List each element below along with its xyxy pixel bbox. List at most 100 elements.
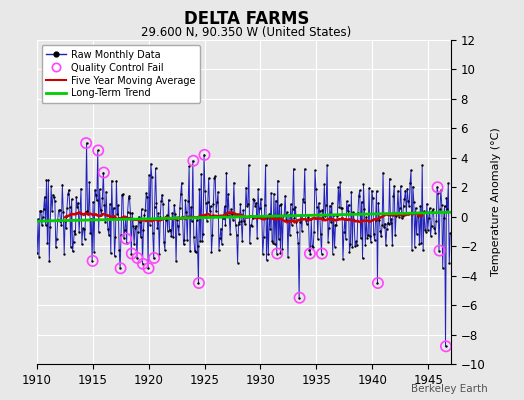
Point: [385, 221, 393, 227]
Point: [162, 212, 171, 218]
Point: [309, 244, 318, 250]
Point: [251, 203, 259, 210]
Point: [60, 250, 68, 257]
Point: [180, 236, 189, 243]
Point: [62, 225, 70, 231]
Point: [361, 241, 369, 248]
Point: [244, 201, 252, 207]
Point: [303, 216, 312, 222]
Point: [343, 208, 352, 215]
Point: [258, 214, 266, 221]
Point: [385, 175, 394, 182]
Point: [394, 188, 402, 194]
Point: [323, 162, 331, 168]
Point: [419, 247, 428, 253]
Point: [122, 236, 130, 242]
Point: [198, 238, 206, 244]
Point: [324, 238, 332, 245]
Point: [133, 255, 141, 261]
Point: [286, 232, 294, 238]
Point: [213, 199, 221, 206]
Point: [48, 208, 56, 214]
Point: [266, 226, 275, 232]
Point: [36, 208, 44, 214]
Point: [401, 187, 410, 194]
Point: [429, 206, 438, 212]
Point: [260, 202, 269, 208]
Point: [123, 240, 131, 246]
Point: [242, 184, 250, 191]
Point: [333, 213, 342, 219]
Point: [153, 224, 161, 231]
Legend: Raw Monthly Data, Quality Control Fail, Five Year Moving Average, Long-Term Tren: Raw Monthly Data, Quality Control Fail, …: [41, 45, 200, 103]
Point: [64, 191, 72, 198]
Point: [129, 222, 137, 229]
Point: [341, 216, 349, 222]
Point: [291, 204, 300, 210]
Point: [399, 202, 408, 209]
Point: [152, 200, 161, 206]
Point: [304, 214, 313, 220]
Point: [346, 241, 355, 248]
Point: [328, 200, 336, 206]
Point: [149, 255, 158, 261]
Point: [165, 196, 173, 203]
Point: [302, 221, 311, 227]
Point: [58, 182, 67, 188]
Point: [137, 206, 146, 212]
Point: [127, 250, 136, 257]
Point: [431, 230, 440, 236]
Point: [443, 206, 452, 213]
Point: [82, 140, 90, 146]
Point: [118, 192, 126, 198]
Point: [245, 162, 253, 168]
Point: [305, 247, 313, 253]
Point: [240, 218, 248, 224]
Point: [330, 244, 339, 250]
Point: [53, 217, 62, 224]
Point: [278, 246, 287, 252]
Point: [389, 193, 398, 200]
Point: [215, 246, 223, 253]
Point: [326, 219, 335, 226]
Point: [209, 201, 217, 208]
Point: [329, 250, 337, 257]
Point: [81, 236, 89, 242]
Point: [189, 158, 198, 164]
Point: [46, 224, 54, 230]
Point: [73, 204, 81, 210]
Point: [111, 253, 119, 259]
Point: [374, 280, 382, 286]
Point: [83, 208, 92, 214]
Point: [72, 194, 81, 200]
Point: [69, 248, 77, 255]
Point: [183, 237, 191, 243]
Point: [38, 222, 46, 228]
Point: [318, 206, 326, 213]
Point: [147, 161, 155, 167]
Point: [420, 208, 428, 214]
Point: [199, 231, 208, 237]
Point: [156, 214, 165, 220]
Point: [440, 215, 448, 221]
Point: [51, 244, 60, 250]
Point: [248, 215, 257, 221]
Point: [313, 204, 321, 210]
Point: [265, 211, 274, 217]
Point: [239, 207, 247, 214]
Point: [427, 232, 435, 239]
Point: [421, 226, 429, 233]
Point: [80, 226, 88, 232]
Point: [381, 242, 390, 248]
Point: [154, 210, 162, 216]
Point: [111, 234, 119, 240]
Point: [71, 231, 80, 238]
Point: [408, 247, 416, 254]
Point: [40, 194, 49, 200]
Point: [370, 237, 379, 244]
Point: [254, 186, 263, 192]
Point: [101, 218, 110, 225]
Point: [296, 294, 304, 301]
Point: [97, 212, 106, 219]
Point: [288, 222, 296, 228]
